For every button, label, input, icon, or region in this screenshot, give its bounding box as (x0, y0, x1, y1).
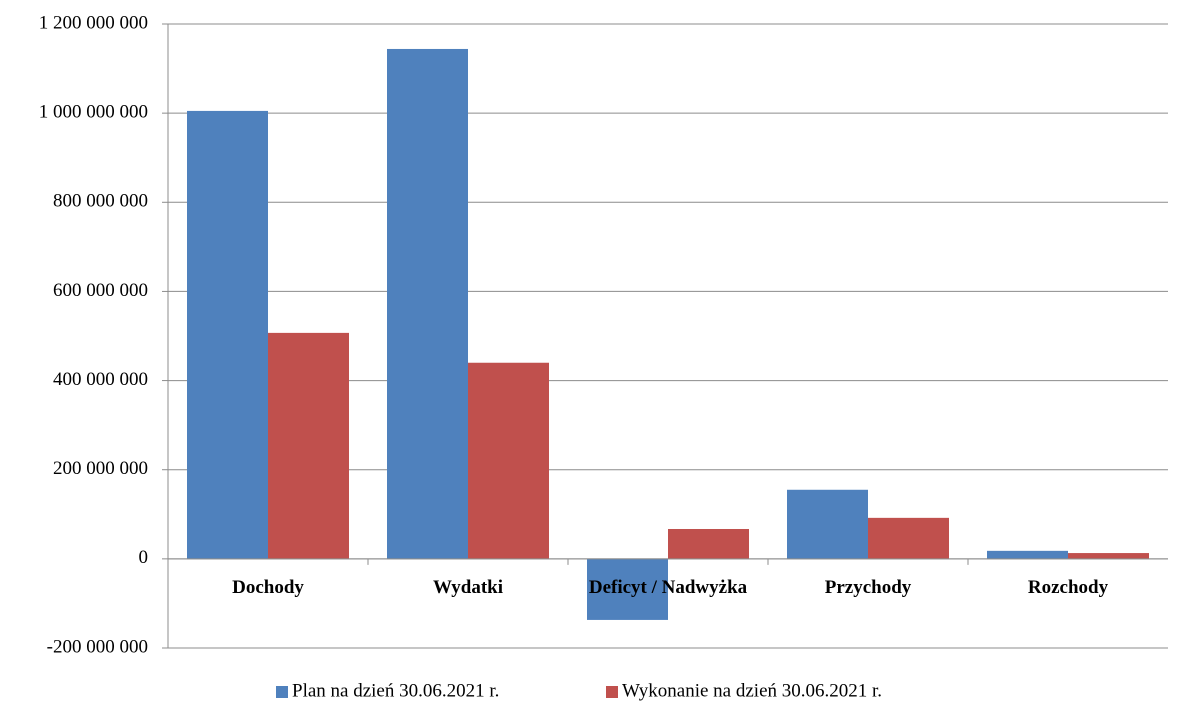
bar (868, 517, 949, 559)
bar (268, 332, 349, 559)
bar (468, 362, 549, 559)
y-tick-label: -200 000 000 (47, 636, 148, 657)
x-tick-label: Deficyt / Nadwyżka (589, 577, 748, 598)
y-tick-label: 200 000 000 (53, 458, 148, 479)
bar (987, 550, 1068, 559)
y-tick-label: 800 000 000 (53, 191, 148, 212)
bar (387, 48, 468, 559)
x-tick-label: Rozchody (1028, 577, 1109, 598)
y-tick-label: 600 000 000 (53, 280, 148, 301)
legend-label: Wykonanie na dzień 30.06.2021 r. (622, 680, 882, 701)
bar (787, 489, 868, 559)
bar (668, 528, 749, 559)
x-tick-label: Wydatki (433, 577, 503, 598)
x-tick-label: Przychody (825, 577, 912, 598)
y-tick-label: 1 200 000 000 (39, 12, 148, 33)
legend-swatch (606, 686, 618, 698)
bar (1068, 553, 1149, 559)
bar (187, 110, 268, 559)
legend-swatch (276, 686, 288, 698)
y-tick-label: 400 000 000 (53, 369, 148, 390)
x-tick-label: Dochody (232, 577, 304, 598)
y-tick-label: 0 (139, 547, 149, 568)
legend-label: Plan na dzień 30.06.2021 r. (292, 680, 499, 701)
bar (587, 558, 668, 620)
y-tick-label: 1 000 000 000 (39, 102, 148, 123)
